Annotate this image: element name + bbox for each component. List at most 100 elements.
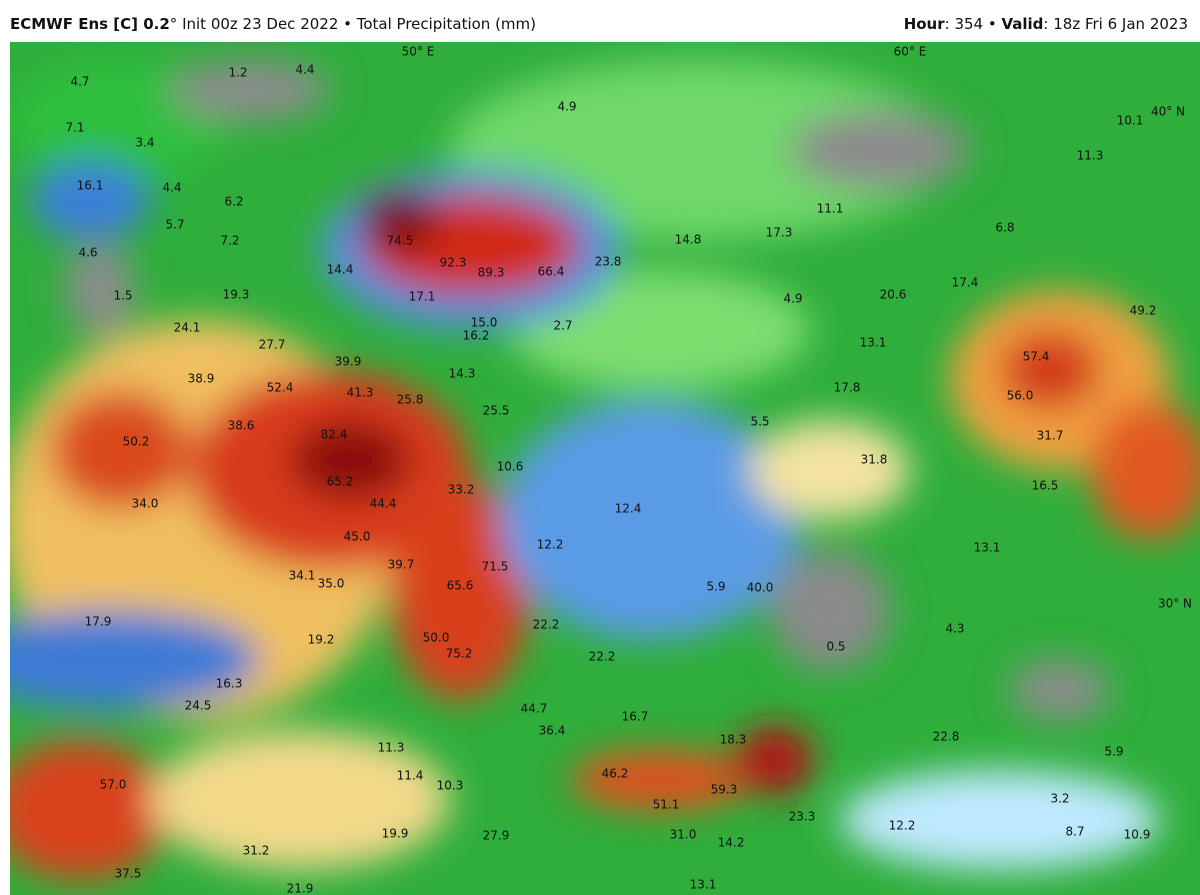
- precip-label: 3.4: [135, 136, 154, 150]
- precip-label: 66.4: [538, 265, 565, 279]
- grid-label: 60° E: [894, 45, 927, 59]
- precip-label: 13.1: [974, 541, 1001, 555]
- run: ° Init 00z 23 Dec 2022 • Total Precipita…: [169, 15, 537, 33]
- model: ECMWF Ens [C] 0.2: [10, 15, 170, 33]
- title: ECMWF Ens [C] 0.2° Init 00z 23 Dec 2022 …: [10, 15, 536, 33]
- precip-label: 44.7: [521, 702, 548, 716]
- precip-label: 12.4: [615, 502, 642, 516]
- grid-label: 50° E: [402, 45, 435, 59]
- precip-label: 22.2: [589, 650, 616, 664]
- precip-label: 34.0: [132, 497, 159, 511]
- precip-label: 17.8: [834, 381, 861, 395]
- precip-label: 35.0: [318, 577, 345, 591]
- precip-label: 37.5: [115, 867, 142, 881]
- precip-label: 33.2: [448, 483, 475, 497]
- hour-value: : 354 •: [944, 15, 1002, 33]
- precip-label: 39.9: [335, 355, 362, 369]
- map: 50° E 60° E 40° N 30° N 4.7 1.2 4.4 7.1 3.4 16.1 4…: [10, 42, 1200, 895]
- precip-label: 31.2: [243, 844, 270, 858]
- precip-label: 59.3: [711, 783, 738, 797]
- precip-label: 50.2: [123, 435, 150, 449]
- precip-label: 5.5: [750, 415, 769, 429]
- precip-label: 52.4: [267, 381, 294, 395]
- precip-label: 31.8: [861, 453, 888, 467]
- precip-label: 11.3: [1077, 149, 1104, 163]
- precip-label: 40.0: [747, 581, 774, 595]
- precip-label: 51.1: [653, 798, 680, 812]
- precip-field: [10, 60, 1200, 880]
- precip-label: 46.2: [602, 767, 629, 781]
- precip-label: 12.2: [889, 819, 916, 833]
- precip-label: 82.4: [321, 428, 348, 442]
- precip-label: 10.1: [1117, 114, 1144, 128]
- precip-label: 16.2: [463, 329, 490, 343]
- precip-label: 4.6: [78, 246, 97, 260]
- precip-label: 34.1: [289, 569, 316, 583]
- precip-label: 11.4: [397, 769, 424, 783]
- precip-label: 74.5: [387, 234, 414, 248]
- precip-label: 8.7: [1065, 825, 1084, 839]
- precip-label: 16.7: [622, 710, 649, 724]
- precip-label: 16.1: [77, 179, 104, 193]
- precip-label: 65.6: [447, 579, 474, 593]
- precip-label: 16.5: [1032, 479, 1059, 493]
- precip-label: 20.6: [880, 288, 907, 302]
- precip-label: 5.9: [706, 580, 725, 594]
- precip-label: 6.8: [995, 221, 1014, 235]
- precip-label: 19.2: [308, 633, 335, 647]
- precip-label: 25.5: [483, 404, 510, 418]
- precip-label: 31.0: [670, 828, 697, 842]
- precip-label: 75.2: [446, 647, 473, 661]
- precip-label: 17.1: [409, 290, 436, 304]
- precip-label: 4.3: [945, 622, 964, 636]
- precip-label: 15.0: [471, 316, 498, 330]
- precip-label: 14.8: [675, 233, 702, 247]
- precip-label: 49.2: [1130, 304, 1157, 318]
- valid-key: Valid: [1001, 15, 1044, 33]
- precip-label: 11.1: [817, 202, 844, 216]
- precip-label: 21.9: [287, 882, 314, 895]
- precip-label: 4.9: [783, 292, 802, 306]
- precip-label: 19.9: [382, 827, 409, 841]
- precip-label: 24.1: [174, 321, 201, 335]
- precip-label: 65.2: [327, 475, 354, 489]
- precip-label: 14.4: [327, 263, 354, 277]
- precip-label: 45.0: [344, 530, 371, 544]
- precip-label: 18.3: [720, 733, 747, 747]
- precip-label: 0.5: [826, 640, 845, 654]
- precip-label: 31.7: [1037, 429, 1064, 443]
- precip-label: 4.7: [70, 75, 89, 89]
- precip-label: 23.8: [595, 255, 622, 269]
- precip-label: 89.3: [478, 266, 505, 280]
- precip-label: 57.4: [1023, 350, 1050, 364]
- precip-label: 7.2: [220, 234, 239, 248]
- precip-label: 92.3: [440, 256, 467, 270]
- precip-label: 50.0: [423, 631, 450, 645]
- precip-label: 6.2: [224, 195, 243, 209]
- labels: 50° E 60° E 40° N 30° N 4.7 1.2 4.4 7.1 3.4 16.1 4…: [65, 45, 1192, 895]
- precip-label: 17.9: [85, 615, 112, 629]
- precip-label: 5.7: [165, 218, 184, 232]
- precip-label: 38.9: [188, 372, 215, 386]
- precip-label: 2.7: [553, 319, 572, 333]
- precip-label: 71.5: [482, 560, 509, 574]
- precip-label: 10.9: [1124, 828, 1151, 842]
- precip-label: 14.2: [718, 836, 745, 850]
- precip-label: 27.9: [483, 829, 510, 843]
- precip-label: 11.3: [378, 741, 405, 755]
- precip-label: 38.6: [228, 419, 255, 433]
- header: ECMWF Ens [C] 0.2° Init 00z 23 Dec 2022 …: [0, 0, 1200, 42]
- precip-label: 5.9: [1104, 745, 1123, 759]
- precip-label: 14.3: [449, 367, 476, 381]
- precip-label: 25.8: [397, 393, 424, 407]
- precip-label: 4.9: [557, 100, 576, 114]
- grid-label: 40° N: [1151, 105, 1185, 119]
- valid-value: : 18z Fri 6 Jan 2023: [1043, 15, 1188, 33]
- precip-label: 57.0: [100, 778, 127, 792]
- precip-label: 23.3: [789, 810, 816, 824]
- precip-label: 7.1: [65, 121, 84, 135]
- precip-label: 27.7: [259, 338, 286, 352]
- precip-label: 3.2: [1050, 792, 1069, 806]
- precip-label: 12.2: [537, 538, 564, 552]
